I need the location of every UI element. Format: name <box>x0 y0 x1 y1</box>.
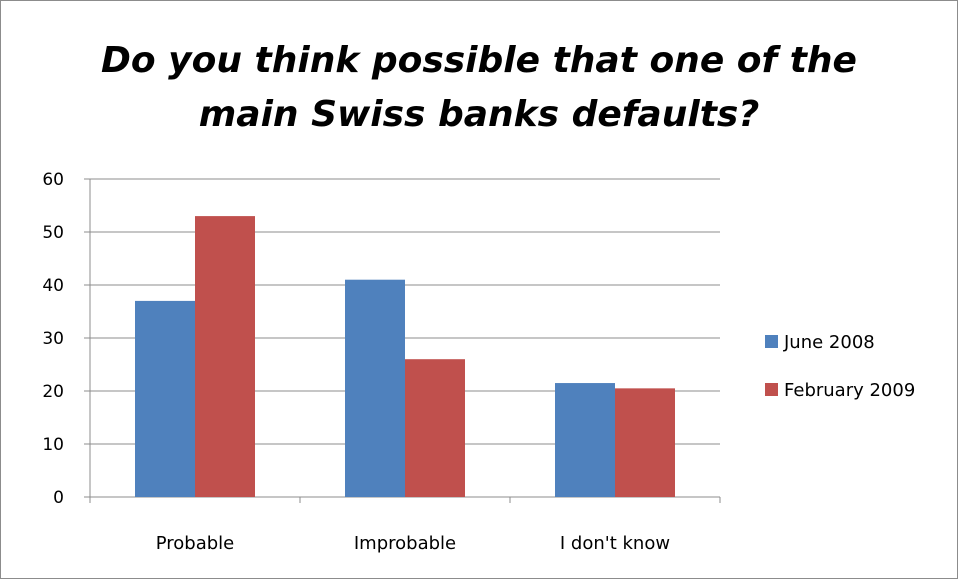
bar-june-2008-improbable <box>345 279 405 497</box>
y-tick-label: 0 <box>53 488 64 508</box>
chart-title-line-2: main Swiss banks defaults? <box>198 94 760 135</box>
x-category-label: I don't know <box>560 533 670 554</box>
x-category-label: Improbable <box>354 533 456 554</box>
legend-label: June 2008 <box>783 332 875 353</box>
x-category-label: Probable <box>156 533 235 554</box>
y-tick-label: 10 <box>42 435 64 455</box>
bar-june-2008-probable <box>135 300 195 497</box>
bar-february-2009-probable <box>195 216 255 497</box>
legend-label: February 2009 <box>784 380 915 401</box>
legend-swatch-february-2009 <box>765 383 778 396</box>
y-tick-label: 30 <box>42 329 64 349</box>
legend-swatch-june-2008 <box>765 335 778 348</box>
y-tick-label: 50 <box>42 223 64 243</box>
y-tick-label: 60 <box>42 170 64 190</box>
x-category-labels: Probable Improbable I don't know <box>156 533 670 554</box>
y-tick-label: 40 <box>42 276 64 296</box>
bar-june-2008-i-don-t-know <box>555 383 615 497</box>
bar-february-2009-i-don-t-know <box>615 388 675 497</box>
bars <box>135 216 675 497</box>
bar-february-2009-improbable <box>405 359 465 497</box>
y-tick-label: 20 <box>42 382 64 402</box>
y-tick-labels: 0 10 20 30 40 50 60 <box>42 170 64 508</box>
chart-title: Do you think possible that one of the ma… <box>0 34 958 142</box>
legend: June 2008 February 2009 <box>765 332 915 401</box>
chart-title-line-1: Do you think possible that one of the <box>101 40 857 81</box>
